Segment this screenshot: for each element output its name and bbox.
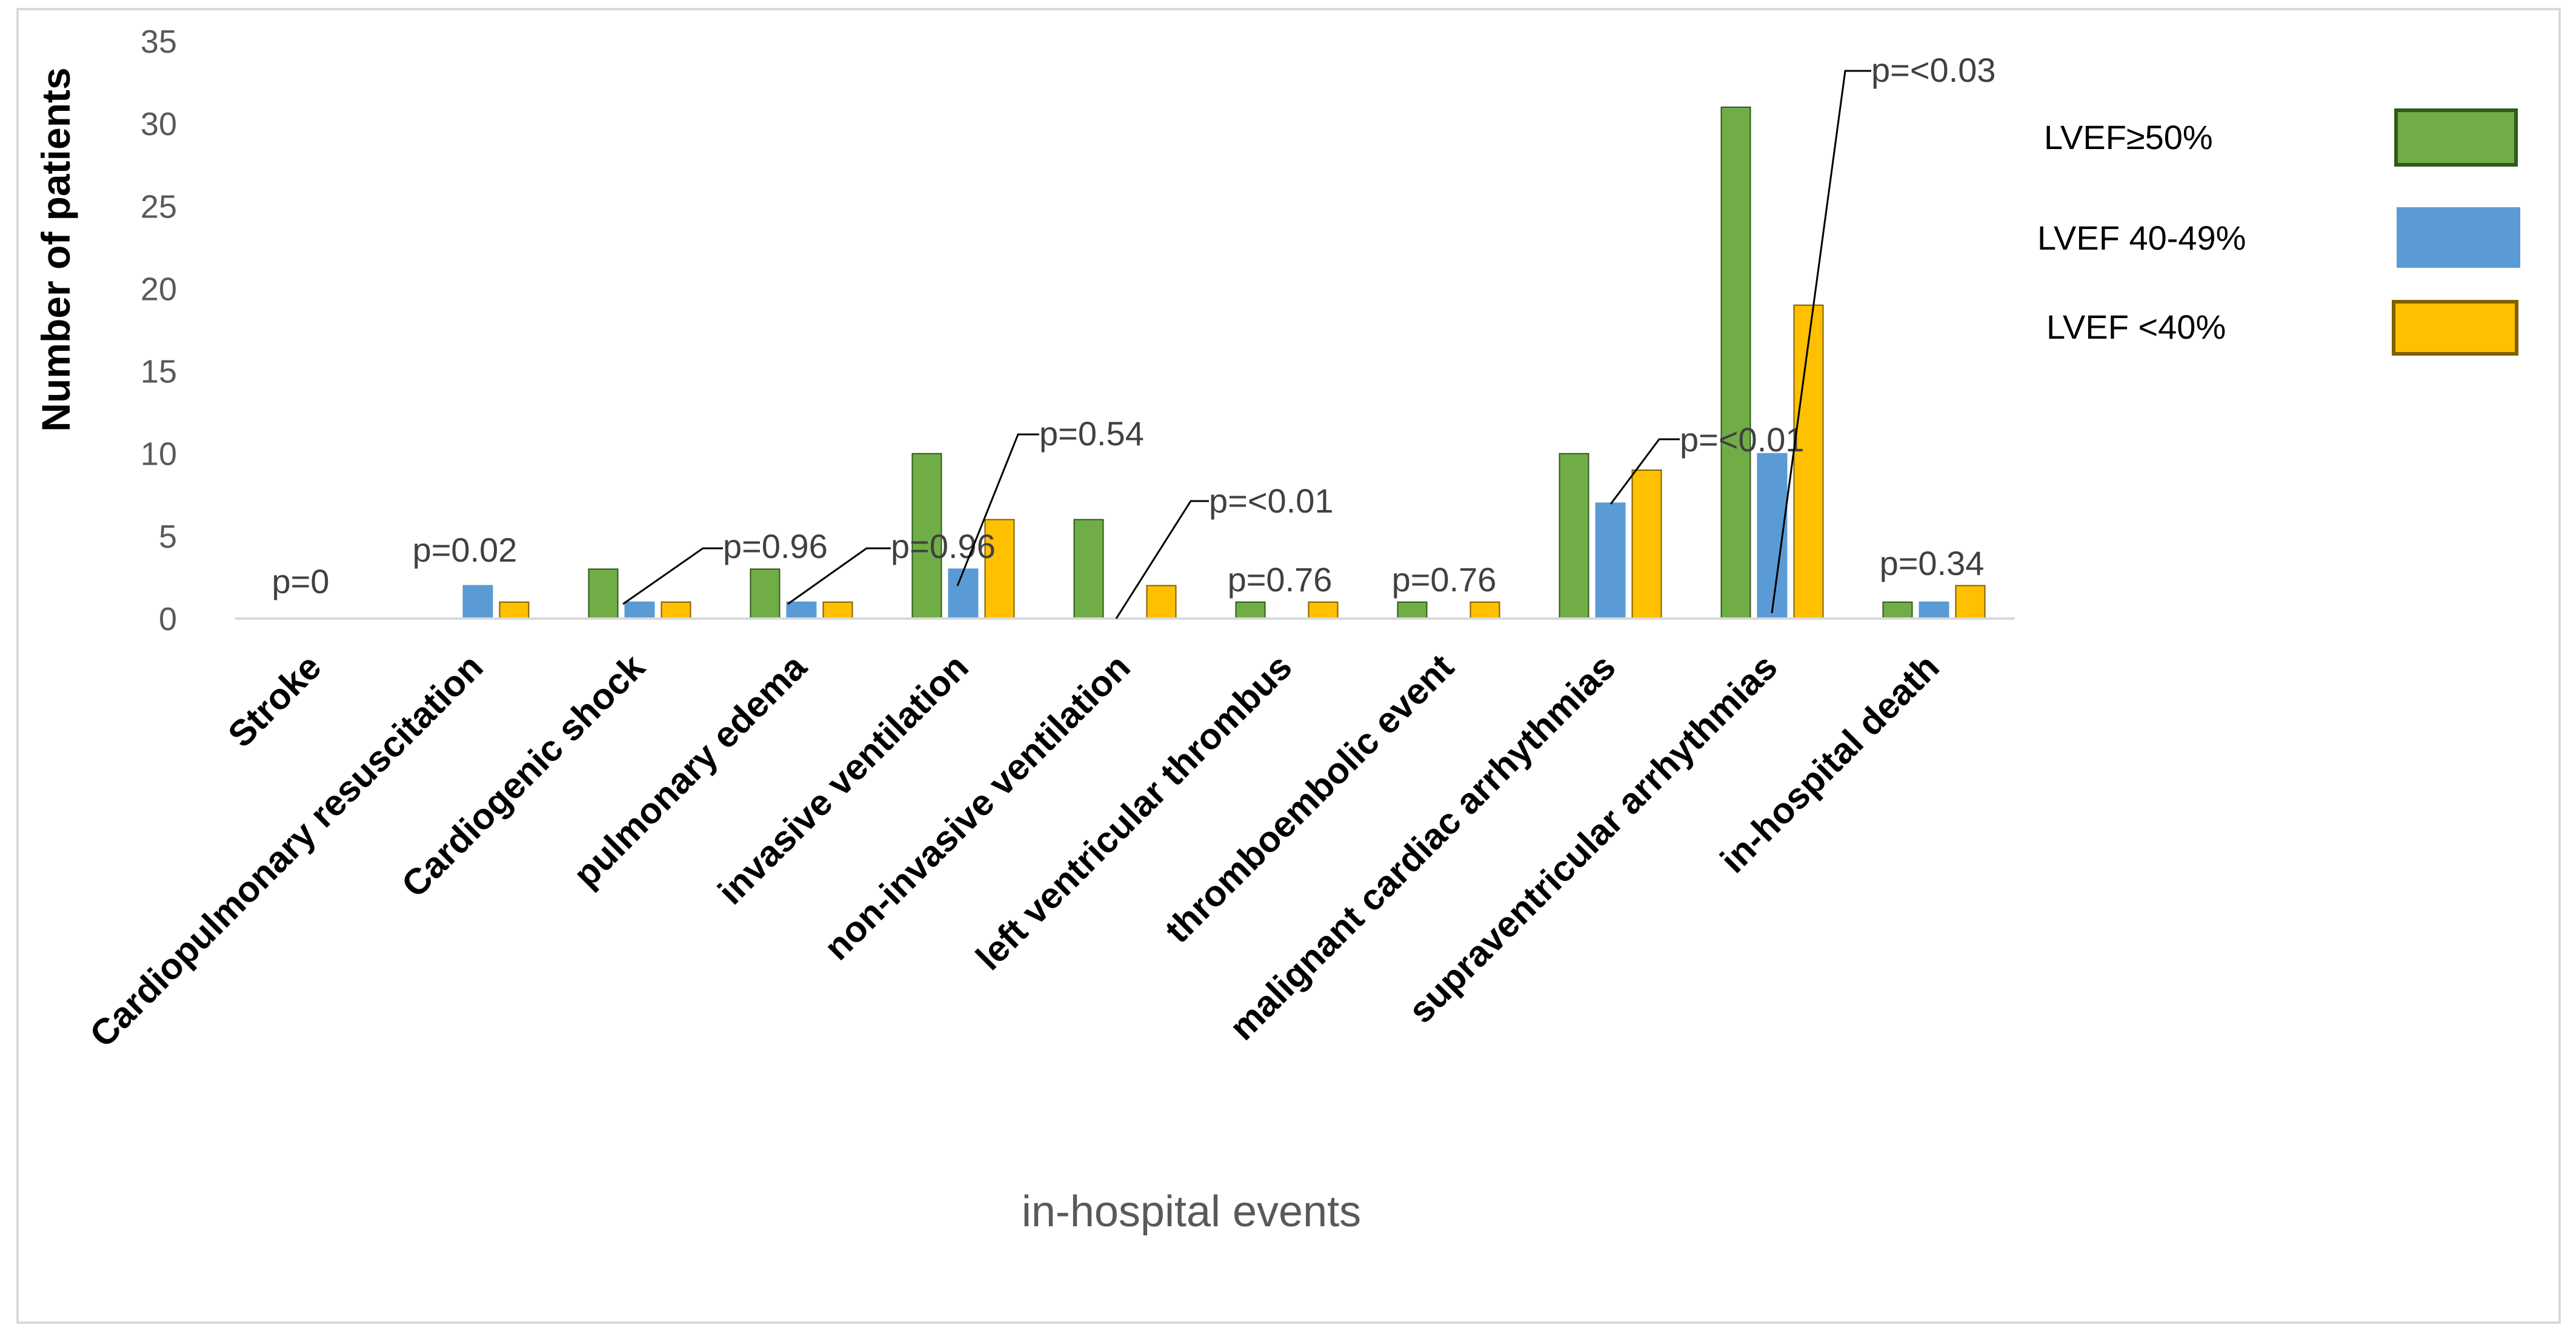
x-axis-title: in-hospital events	[1022, 1188, 1361, 1236]
p-value-label-invasive-ventilation: p=0.54	[1039, 414, 1144, 453]
bar-lvef-40-49-invasive-ventilation	[948, 568, 979, 619]
legend-swatch-lvef-40-49	[2397, 207, 2520, 268]
p-value-leader-line	[622, 547, 723, 605]
y-tick-label: 35	[141, 24, 177, 60]
p-value-label-non-invasive-ventilation: p=<0.01	[1209, 482, 1334, 520]
y-axis-title: Number of patients	[33, 67, 78, 431]
p-value-leader-line	[787, 547, 891, 605]
bar-lvef-40-49-cardiopulmonary-resuscitation	[462, 585, 493, 619]
bar-lvef-40-left-ventricular-thrombus	[1308, 601, 1339, 619]
bar-lvef-50-cardiogenic-shock	[588, 568, 619, 619]
p-value-label-stroke: p=0	[272, 562, 330, 600]
bar-lvef-40-49-pulmonary-edema	[786, 601, 817, 619]
chart-frame	[16, 8, 2561, 1324]
bar-lvef-40-pulmonary-edema	[822, 601, 853, 619]
p-value-label-cardiogenic-shock: p=0.96	[723, 527, 828, 565]
p-value-label-left-ventricular-thrombus: p=0.76	[1228, 560, 1333, 599]
bar-lvef-40-cardiogenic-shock	[661, 601, 691, 619]
p-value-label-thromboembolic-event: p=0.76	[1392, 560, 1497, 599]
p-value-label-supraventricular-arrhythmias: p=<0.03	[1871, 51, 1996, 89]
legend: LVEF≥50% LVEF 40-49% LVEF <40%	[2037, 108, 2520, 356]
y-tick-label: 25	[141, 188, 177, 225]
bar-lvef-40-non-invasive-ventilation	[1146, 585, 1177, 619]
bar-lvef-40-cardiopulmonary-resuscitation	[499, 601, 530, 619]
legend-swatch-lvef-40	[2392, 300, 2518, 356]
bar-lvef-40-49-in-hospital-death	[1919, 601, 1949, 619]
p-value-leader-line	[1609, 438, 1680, 505]
bar-lvef-40-49-cardiogenic-shock	[624, 601, 655, 619]
y-tick-label: 30	[141, 106, 177, 142]
bar-lvef-40-49-malignant-cardiac-arrhythmias	[1595, 502, 1626, 620]
bar-lvef-50-pulmonary-edema	[750, 568, 780, 619]
p-value-label-pulmonary-edema: p=0.96	[891, 527, 996, 565]
bar-lvef-40-thromboembolic-event	[1469, 601, 1500, 619]
legend-label-lvef-50: LVEF≥50%	[2044, 118, 2213, 156]
bar-lvef-40-49-supraventricular-arrhythmias	[1757, 453, 1788, 619]
y-tick-label: 20	[141, 271, 177, 307]
y-tick-label: 0	[159, 601, 177, 637]
p-value-leader-line	[956, 433, 1039, 586]
y-tick-label: 5	[159, 519, 177, 555]
p-value-leader-line	[1115, 500, 1209, 619]
bar-lvef-50-supraventricular-arrhythmias	[1720, 106, 1751, 619]
bar-lvef-50-non-invasive-ventilation	[1073, 519, 1104, 620]
bar-lvef-40-supraventricular-arrhythmias	[1793, 304, 1824, 619]
bar-lvef-40-in-hospital-death	[1955, 585, 1986, 619]
bar-lvef-40-malignant-cardiac-arrhythmias	[1631, 469, 1662, 620]
bar-lvef-40-invasive-ventilation	[984, 519, 1015, 620]
bar-lvef-50-thromboembolic-event	[1397, 601, 1428, 619]
legend-swatch-lvef-50	[2394, 108, 2518, 167]
legend-label-lvef-40: LVEF <40%	[2046, 308, 2226, 346]
bar-lvef-50-invasive-ventilation	[911, 453, 942, 619]
bar-lvef-50-malignant-cardiac-arrhythmias	[1559, 453, 1589, 619]
p-value-annotations: p=0 p=0.02 p=0.96 p=0.96 p=0.54 p=<0.01 p=0.76…	[272, 51, 1996, 619]
p-value-label-malignant-cardiac-arrhythmias: p=<0.01	[1680, 420, 1805, 459]
y-tick-label: 10	[141, 436, 177, 473]
bar-lvef-50-in-hospital-death	[1882, 601, 1913, 619]
y-tick-label: 15	[141, 354, 177, 390]
bar-lvef-50-left-ventricular-thrombus	[1235, 601, 1266, 619]
p-value-label-cardiopulmonary-resuscitation: p=0.02	[413, 531, 518, 569]
legend-label-lvef-40-49: LVEF 40-49%	[2037, 219, 2246, 257]
p-value-leader-line	[1771, 70, 1871, 614]
p-value-label-in-hospital-death: p=0.34	[1880, 544, 1985, 582]
